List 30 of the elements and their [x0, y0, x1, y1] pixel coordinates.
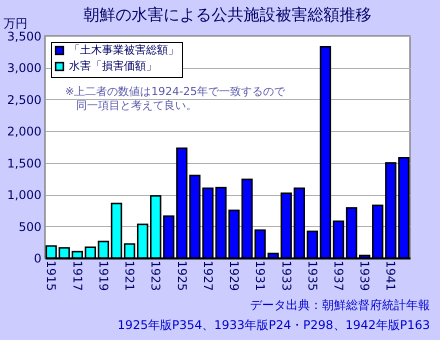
y-tick-label: 2,500	[7, 92, 42, 107]
legend-label: 「土木事業被害総額」	[69, 44, 179, 56]
text: データ出典：朝鮮総督府統計年報	[250, 298, 430, 312]
text: 1925年版P354、1933年版P24・P298、1942年版P163	[117, 318, 430, 332]
legend-label: 水害「損害価額」	[69, 60, 157, 72]
x-tick-label: 1937	[332, 260, 346, 292]
y-tick-label: 1,500	[7, 156, 42, 170]
x-tick-label: 1917	[70, 260, 84, 292]
x-tick-label: 1941	[384, 260, 398, 292]
y-tick-label: 500	[18, 220, 42, 234]
x-tick-label: 1925	[174, 260, 189, 292]
x-tick-label: 1939	[358, 260, 372, 292]
x-tick-label: 1921	[122, 260, 137, 292]
x-tick-label: 1915	[44, 260, 58, 292]
x-tick-label: 1927	[200, 260, 215, 292]
y-tick-label: 0	[34, 252, 42, 266]
annotation: ※上二者の数値は1924-25年で一致するので	[65, 85, 286, 98]
y-tick-label: 3,500	[7, 30, 42, 44]
y-tick-label: 3,000	[7, 61, 42, 76]
x-tick-label: 1935	[305, 260, 320, 292]
y-tick-label: 2,000	[7, 124, 42, 139]
x-tick-label: 1919	[96, 260, 110, 292]
y-axis-title: 万円	[4, 16, 28, 30]
chart-title: 朝鮮の水害による公共施設被害総額推移	[84, 5, 372, 24]
x-tick-label: 1929	[227, 260, 242, 292]
annotation: 同一項目と考えて良い。	[76, 99, 197, 112]
x-tick-label: 1931	[253, 260, 268, 292]
x-tick-label: 1923	[148, 260, 163, 292]
x-tick-label: 1933	[279, 260, 294, 292]
y-tick-label: 1,000	[7, 188, 42, 202]
